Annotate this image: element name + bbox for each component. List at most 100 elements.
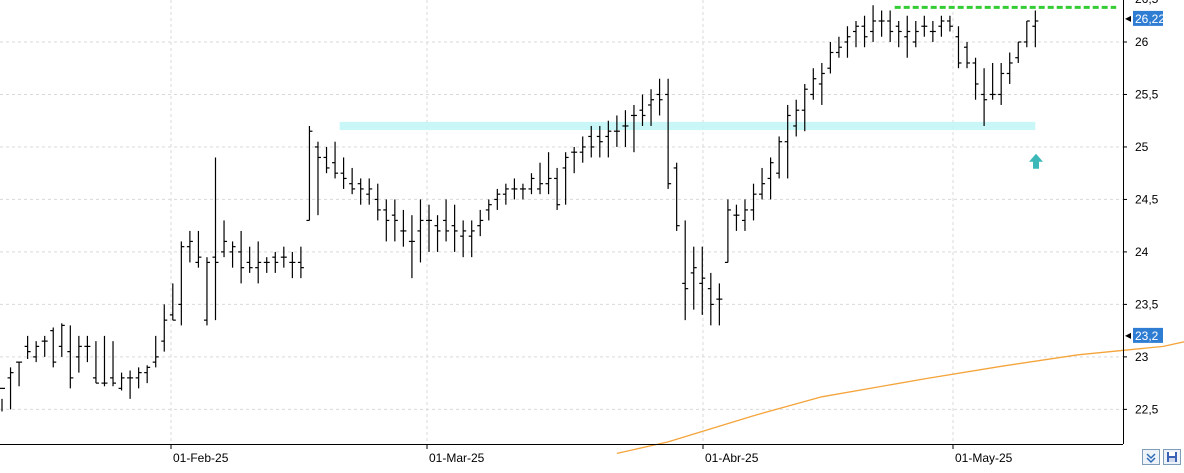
collapse-button[interactable] — [1142, 449, 1160, 465]
ohlc-bar — [878, 10, 885, 37]
ohlc-bar — [716, 283, 723, 326]
ohlc-bar — [212, 157, 219, 321]
chevron-down-icon — [1146, 457, 1156, 464]
ohlc-bar — [733, 204, 740, 231]
ohlc-bar — [24, 335, 31, 359]
x-tick-label: 01-May-25 — [955, 451, 1013, 465]
ohlc-bar — [7, 367, 14, 410]
ohlc-bar — [178, 241, 185, 326]
ohlc-bar — [135, 367, 142, 389]
ohlc-bar — [946, 15, 953, 32]
ohlc-bar — [16, 361, 23, 387]
ohlc-bar — [801, 83, 808, 132]
y-tick-label: 26 — [1135, 35, 1149, 49]
price-tag-label: 23,2 — [1135, 329, 1159, 343]
ohlc-bar — [759, 167, 766, 200]
ohlc-bar — [707, 272, 714, 326]
ohlc-bar — [844, 26, 851, 58]
ohlc-bar — [690, 246, 697, 310]
ohlc-bar — [92, 341, 99, 384]
ohlc-bar — [827, 41, 834, 74]
ohlc-bar — [571, 146, 578, 174]
moving-average-polyline — [616, 341, 1184, 455]
floppy-icon — [1167, 452, 1177, 462]
ohlc-bar — [58, 323, 65, 357]
ohlc-bar — [648, 89, 655, 126]
ohlc-bar — [400, 209, 407, 247]
ohlc-bar — [408, 215, 415, 279]
ohlc-bar — [0, 387, 5, 412]
ohlc-bar — [221, 220, 228, 258]
ohlc-bar — [118, 372, 125, 391]
ohlc-bar — [485, 199, 492, 221]
x-tick-label: 01-Feb-25 — [173, 451, 229, 465]
ohlc-bar — [1015, 41, 1022, 63]
ohlc-bar — [554, 167, 561, 210]
ohlc-bar — [50, 327, 57, 368]
ohlc-bar — [502, 183, 509, 205]
ohlc-bar — [110, 341, 117, 387]
ohlc-bar — [332, 141, 339, 179]
ohlc-bar — [152, 335, 159, 368]
ohlc-bar — [537, 162, 544, 195]
price-tag-pointer — [1125, 332, 1131, 339]
ohlc-bar — [314, 141, 321, 216]
ohlc-bar — [468, 220, 475, 258]
ohlc-bar — [357, 178, 364, 205]
ohlc-bar — [297, 246, 304, 279]
ohlc-bar — [835, 36, 842, 58]
ohlc-bar — [613, 115, 620, 147]
ohlc-bar — [519, 183, 526, 200]
ohlc-bar — [186, 230, 193, 263]
ohlc-bar — [921, 15, 928, 37]
moving-average-line — [616, 341, 1184, 455]
ohlc-bar — [272, 251, 279, 273]
ohlc-bar — [323, 146, 330, 174]
ohlc-bar — [853, 20, 859, 48]
price-tags: 26,22 23,2 — [1125, 10, 1165, 343]
ohlc-bar — [494, 188, 501, 210]
ohlc-bar — [904, 15, 911, 58]
ohlc-bar — [255, 241, 262, 284]
price-tag-pointer — [1125, 15, 1131, 22]
ohlc-bar — [776, 136, 783, 179]
ohlc-bar — [434, 215, 441, 252]
y-tick-label: 23 — [1135, 350, 1149, 364]
y-tick-label: 22,5 — [1135, 402, 1159, 416]
ohlc-bar — [67, 325, 74, 389]
y-tick-label: 26,5 — [1135, 0, 1159, 6]
ohlc-bar — [596, 125, 603, 158]
ohlc-bar — [562, 152, 569, 205]
save-button[interactable] — [1163, 449, 1181, 465]
ohlc-bar — [887, 10, 894, 42]
ohlc-bar — [366, 178, 373, 205]
ohlc-bar — [870, 5, 877, 42]
price-tag: 26,22 — [1125, 10, 1165, 26]
ohlc-bar — [528, 173, 535, 195]
ohlc-bar — [1006, 52, 1013, 84]
ohlc-bar — [1032, 10, 1039, 48]
ohlc-bar — [938, 15, 945, 37]
ohlc-bar — [443, 199, 450, 242]
ohlc-bar — [545, 152, 552, 195]
ohlc-bar — [750, 183, 757, 221]
ohlc-bar — [972, 57, 979, 100]
ohlc-bar — [998, 62, 1005, 105]
ohlc-bar — [810, 68, 817, 100]
support-zone — [339, 121, 1036, 131]
ohlc-bar — [383, 199, 390, 242]
ohlc-bar — [767, 157, 774, 200]
up-arrow-icon — [1029, 153, 1043, 169]
y-tick-label: 23,5 — [1135, 297, 1159, 311]
annotation-arrow — [1029, 153, 1043, 169]
ohlc-bar — [724, 199, 731, 264]
ohlc-bar — [426, 204, 432, 252]
ohlc-bar — [622, 110, 629, 147]
ohlc-bar — [639, 94, 646, 126]
ohlc-bar — [912, 20, 919, 48]
ohlc-bar — [374, 183, 381, 221]
ohlc-bar — [41, 335, 48, 357]
ohlc-bar — [741, 199, 748, 231]
ohlc-bar — [306, 125, 313, 222]
ohlc-bar — [964, 41, 971, 69]
